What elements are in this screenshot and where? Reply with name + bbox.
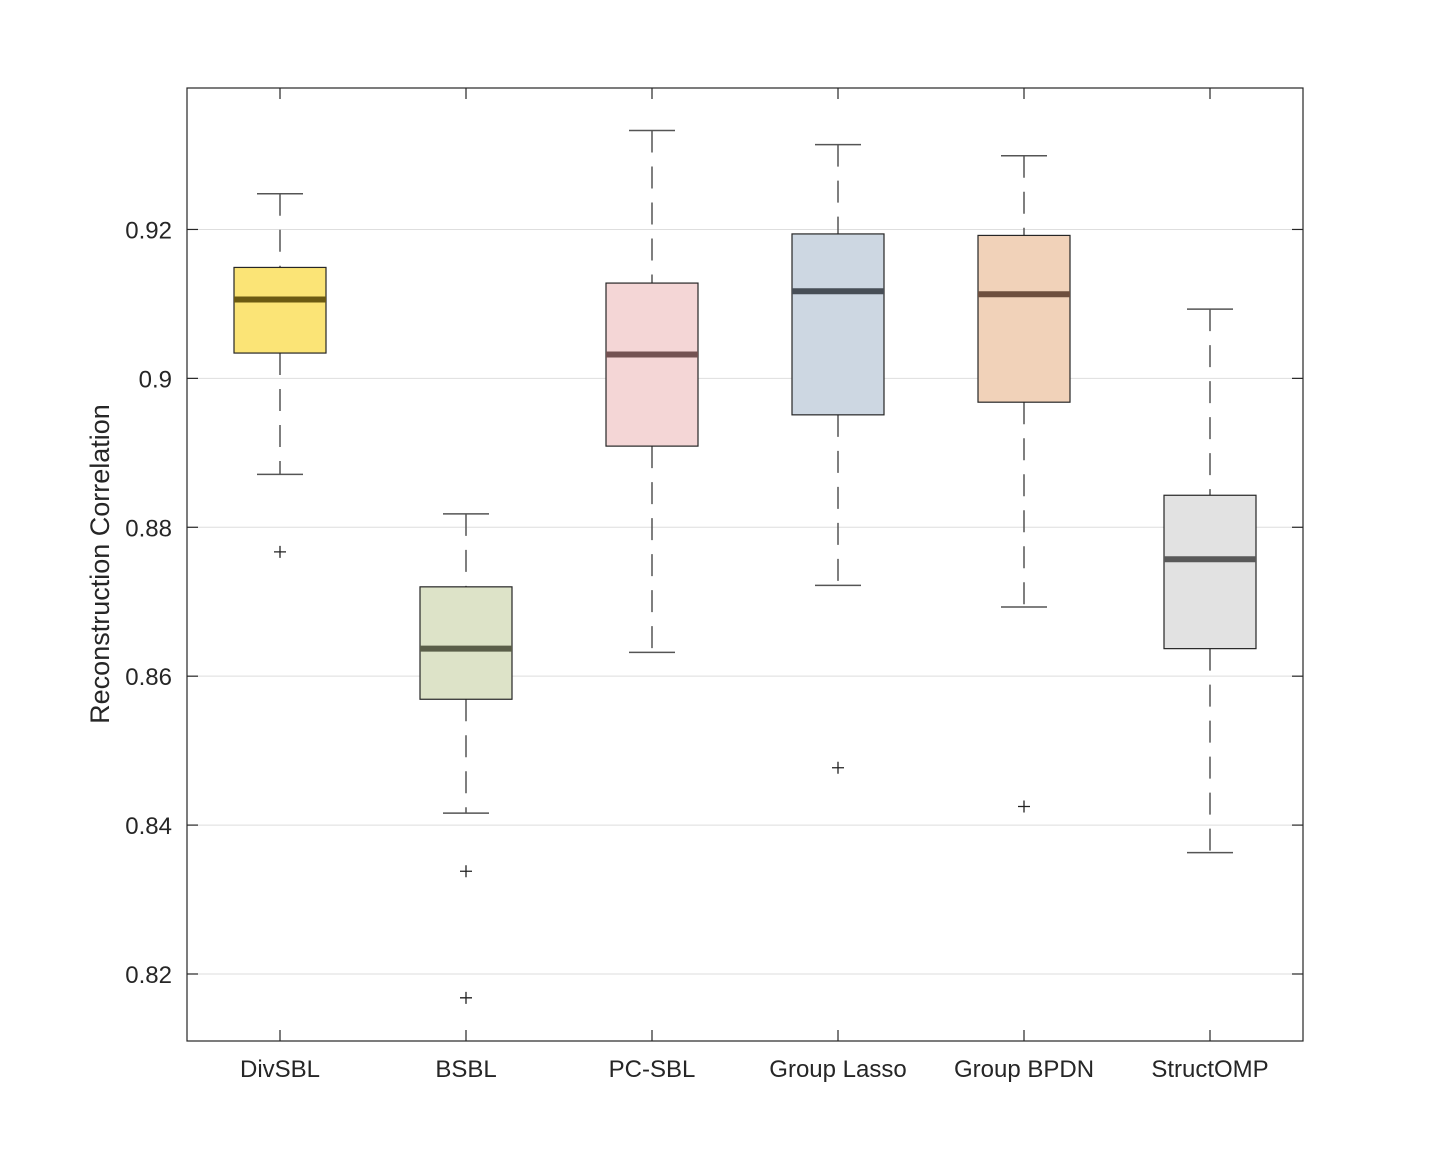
iqr-box — [1163, 494, 1257, 650]
y-tick-label: 0.88 — [125, 515, 172, 542]
box-divsbl — [233, 192, 327, 558]
outlier-marker — [832, 761, 844, 774]
boxes — [233, 129, 1257, 1004]
iqr-box — [977, 234, 1071, 403]
plot-frame — [186, 87, 1304, 1042]
outlier-marker — [460, 865, 472, 878]
box-pc-sbl — [605, 129, 699, 654]
box-group-bpdn — [977, 155, 1071, 813]
x-tick-label: BSBL — [435, 1056, 496, 1083]
iqr-box — [791, 233, 885, 416]
box-group-lasso — [791, 143, 885, 774]
axis-ticks — [187, 88, 1303, 1041]
iqr-box — [233, 266, 327, 354]
x-tick-label: Group BPDN — [954, 1056, 1094, 1083]
y-axis-title: Reconstruction Correlation — [85, 404, 115, 724]
y-tick-label: 0.82 — [125, 962, 172, 989]
box-structomp — [1163, 308, 1257, 854]
y-tick-label: 0.84 — [125, 813, 172, 840]
box-bsbl — [419, 513, 513, 1004]
x-tick-label: StructOMP — [1151, 1056, 1268, 1083]
tick-labels: 0.82 0.84 0.86 0.88 0.9 0.92 DivSBL BSBL PC-SBL G… — [125, 217, 1268, 1083]
y-tick-label: 0.92 — [125, 217, 172, 244]
iqr-box — [419, 586, 513, 700]
x-tick-label: Group Lasso — [769, 1056, 906, 1083]
plot-background — [187, 88, 1303, 1041]
iqr-box — [605, 282, 699, 447]
outlier-marker — [1018, 800, 1030, 813]
x-tick-label: PC-SBL — [609, 1056, 696, 1083]
y-tick-label: 0.9 — [139, 366, 172, 393]
x-tick-label: DivSBL — [240, 1056, 320, 1083]
outlier-marker — [460, 991, 472, 1004]
y-tick-label: 0.86 — [125, 664, 172, 691]
grid-lines — [187, 228, 1303, 975]
outlier-marker — [274, 545, 286, 558]
